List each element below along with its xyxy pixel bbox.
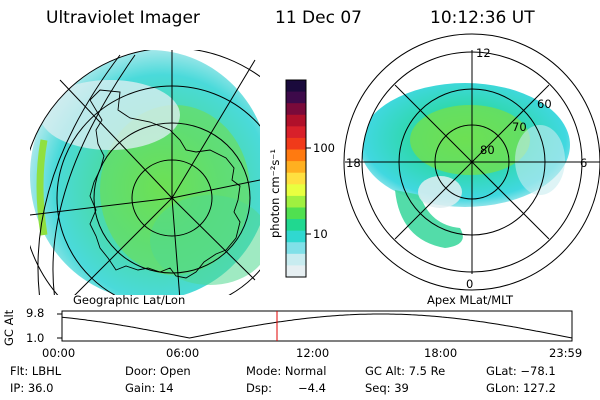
- apex-grid: [343, 33, 600, 291]
- info-gain: Gain: 14: [125, 381, 174, 395]
- info-gc-alt: GC Alt: 7.5 Re: [365, 364, 446, 378]
- date-label: 11 Dec 07: [275, 8, 362, 28]
- mlat-label-70: 70: [512, 120, 527, 134]
- colorbar-stripe: [286, 161, 306, 174]
- colorbar-stripe: [286, 253, 306, 267]
- info-mode: Mode: Normal: [246, 364, 327, 378]
- colorbar-stripe: [286, 103, 306, 116]
- colorbar-unit-label: photon cm⁻²s⁻¹: [268, 149, 282, 238]
- gc-alt-xtick-2359: 23:59: [549, 346, 583, 360]
- colorbar-stripe: [286, 80, 306, 93]
- info-door: Door: Open: [125, 364, 191, 378]
- colorbar-stripe: [286, 126, 306, 139]
- colorbar-stripe: [286, 172, 306, 185]
- info-seq: Seq: 39: [365, 381, 409, 395]
- colorbar-tick-10: 10: [313, 227, 328, 241]
- info-dsp-label: Dsp:: [246, 381, 273, 395]
- mlat-label-80: 80: [480, 143, 495, 157]
- info-glon: GLon: 127.2: [486, 381, 556, 395]
- gc-alt-ylabel: GC Alt: [2, 309, 16, 346]
- colorbar-stripe: [286, 149, 306, 162]
- gc-alt-ytick-max: 9.8: [26, 306, 45, 320]
- info-glat: GLat: −78.1: [486, 364, 556, 378]
- gc-alt-xtick-0600: 06:00: [166, 346, 200, 360]
- colorbar-stripe: [286, 195, 306, 209]
- colorbar-stripe: [286, 242, 306, 255]
- gc-alt-xtick-1800: 18:00: [424, 346, 458, 360]
- info-ip: IP: 36.0: [10, 381, 54, 395]
- mlt-label-12: 12: [476, 46, 491, 60]
- colorbar-stripe: [286, 230, 306, 243]
- left-panel-caption: Geographic Lat/Lon: [73, 293, 186, 307]
- info-dsp-value: −4.4: [298, 381, 326, 395]
- colorbar-stripe: [286, 265, 306, 278]
- colorbar: [286, 80, 306, 278]
- time-label: 10:12:36 UT: [430, 8, 535, 28]
- gc-alt-ytick-min: 1.0: [26, 331, 45, 345]
- colorbar-stripe: [286, 184, 306, 197]
- mlt-label-6: 6: [580, 156, 588, 170]
- gc-alt-plot: [57, 310, 573, 342]
- instrument-title: Ultraviolet Imager: [46, 8, 200, 28]
- info-filter: Flt: LBHL: [10, 364, 62, 378]
- right-panel-caption: Apex MLat/MLT: [427, 293, 514, 307]
- geographic-grid: [30, 50, 260, 295]
- mlt-label-0: 0: [466, 277, 474, 291]
- apex-image: [362, 83, 570, 248]
- colorbar-stripe: [286, 207, 306, 220]
- gc-alt-xtick-1200: 12:00: [296, 346, 330, 360]
- colorbar-stripe: [286, 137, 306, 151]
- colorbar-stripe: [286, 114, 306, 127]
- colorbar-stripe: [286, 219, 306, 232]
- mlt-label-18: 18: [346, 156, 361, 170]
- colorbar-stripe: [286, 91, 306, 104]
- gc-alt-xtick-0000: 00:00: [42, 346, 76, 360]
- coastline-outline: [89, 89, 241, 279]
- colorbar-frame: [285, 79, 307, 278]
- mlat-label-60: 60: [537, 97, 552, 111]
- colorbar-tick-100: 100: [313, 141, 335, 155]
